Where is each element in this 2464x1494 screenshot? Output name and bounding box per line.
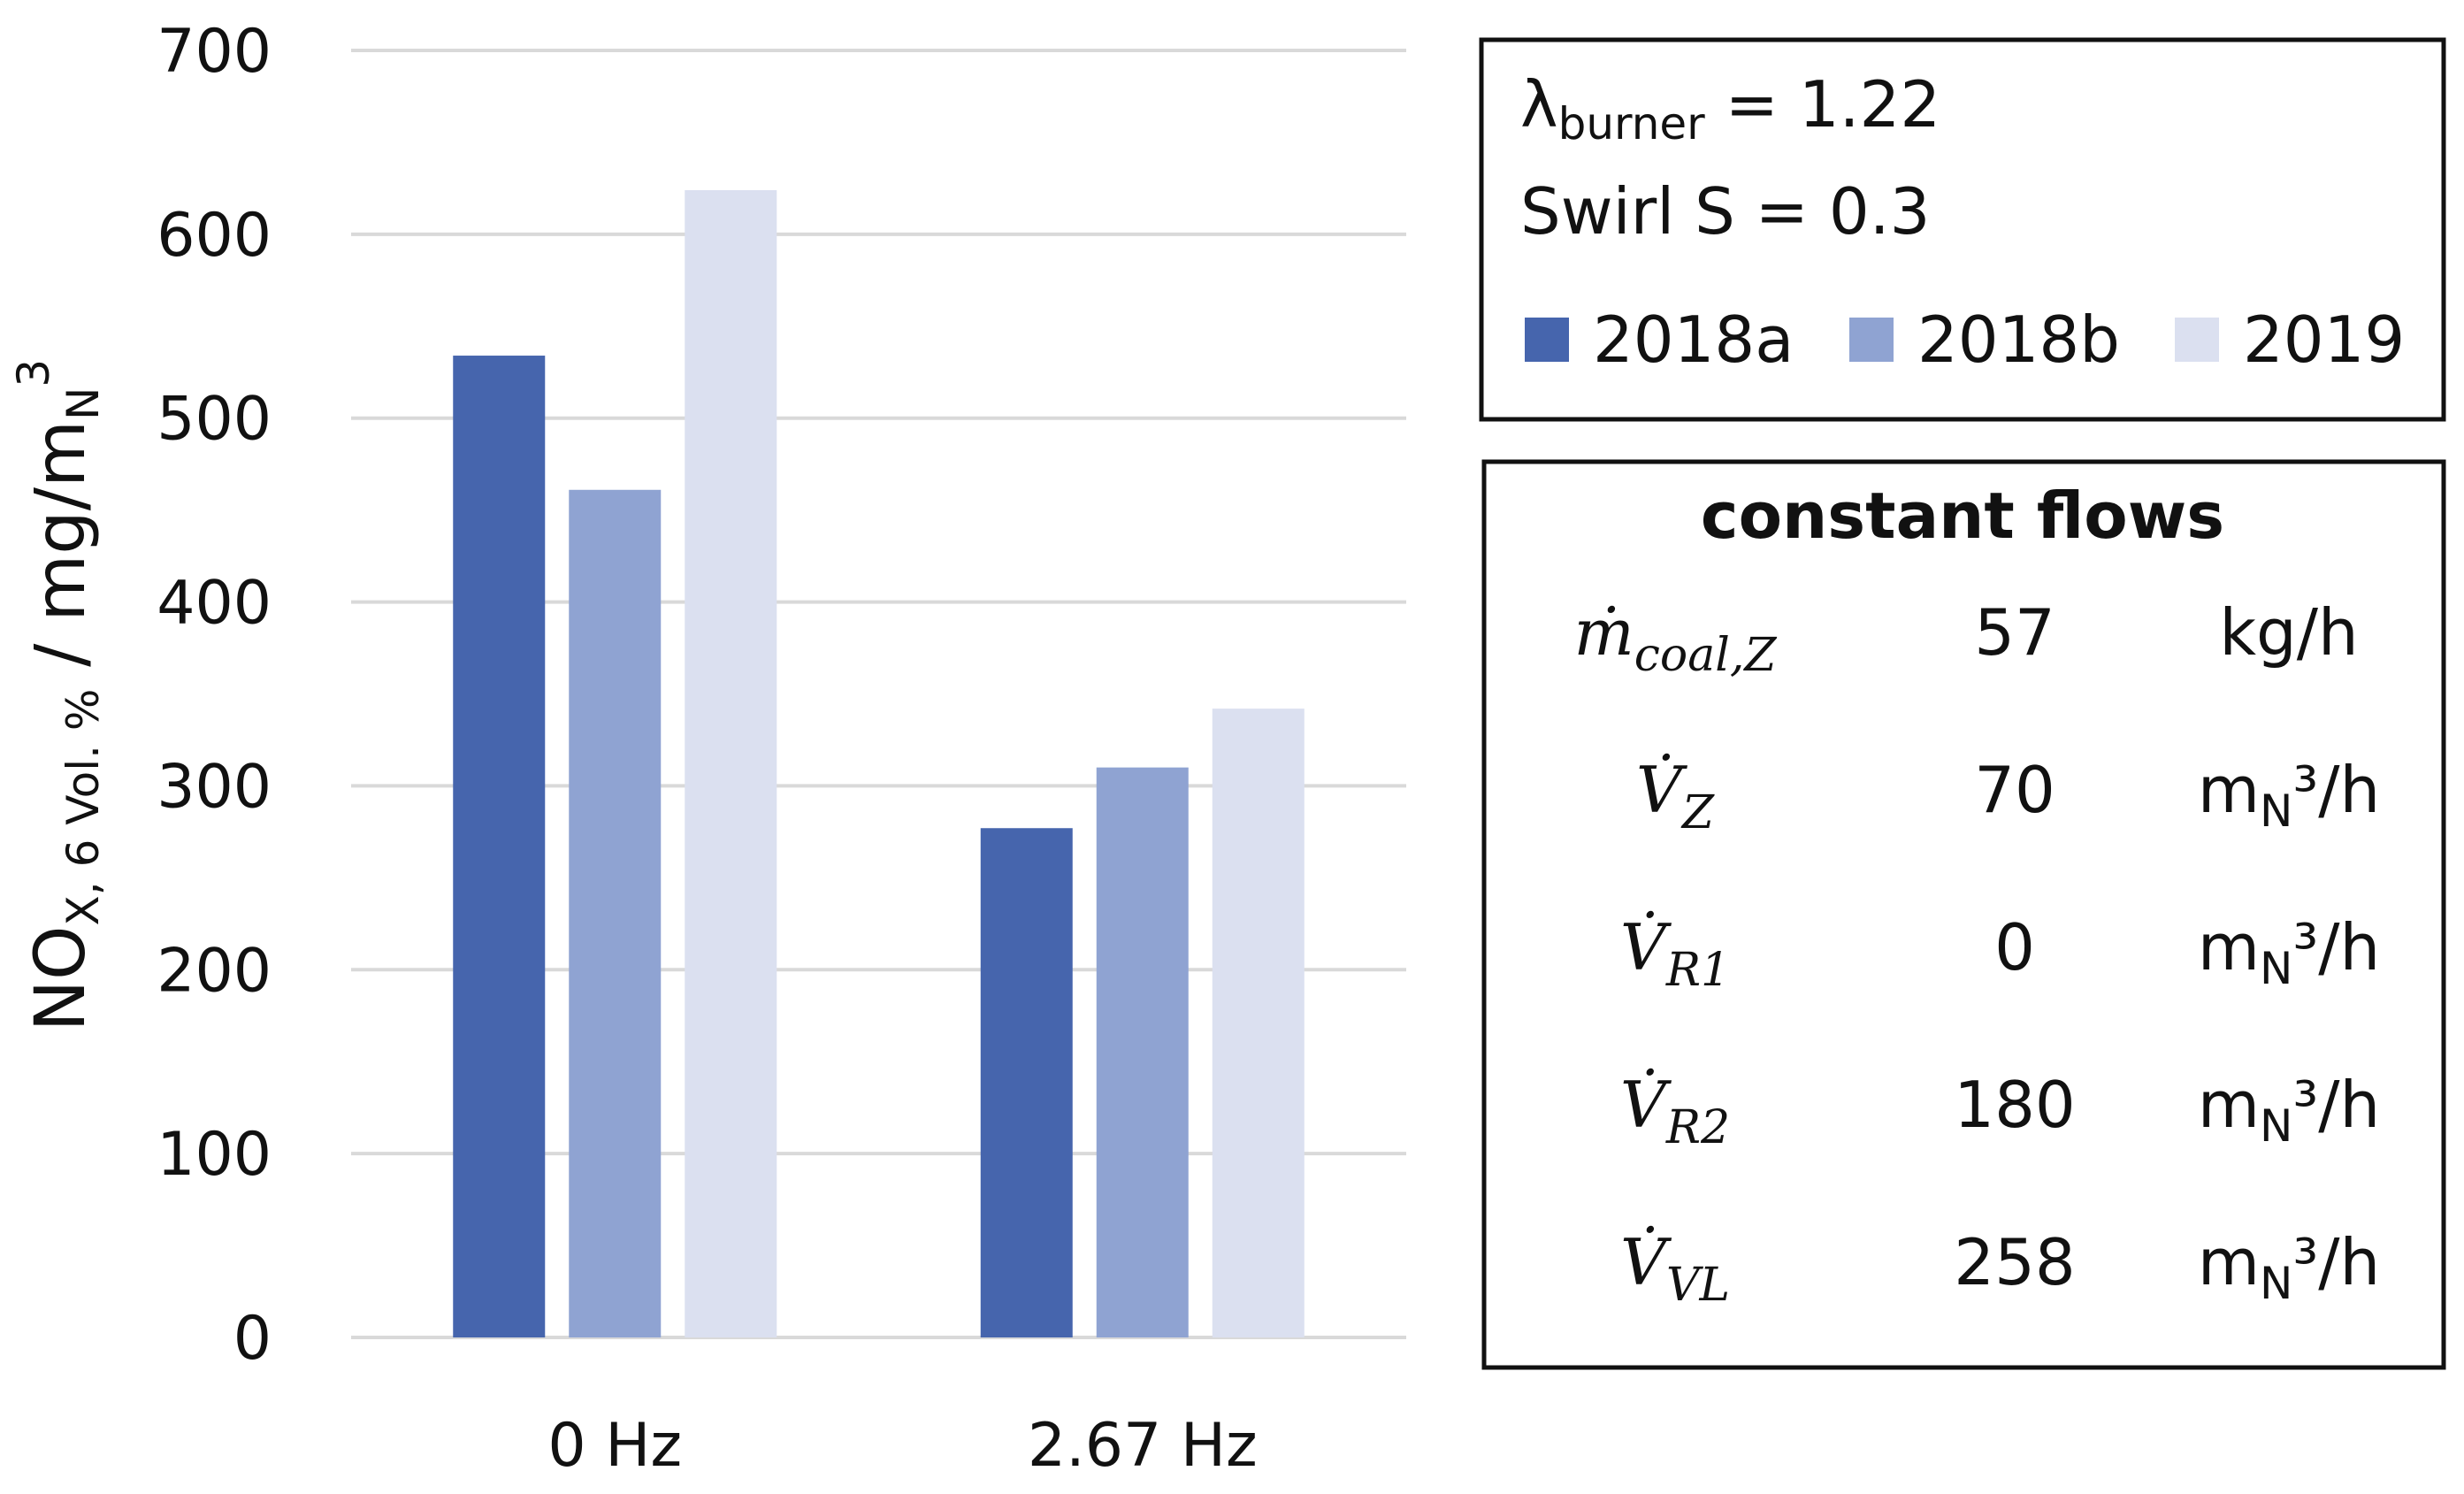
legend-swatch xyxy=(1849,318,1894,362)
x-tick-label: 2.67 Hz xyxy=(1028,1411,1258,1481)
flow-unit: kg/h xyxy=(2219,595,2358,670)
unit-rest: ³/h xyxy=(2292,910,2380,985)
unit-main: m xyxy=(2198,1068,2260,1142)
y-tick-label: 0 xyxy=(233,1304,272,1374)
ylabel-sub: X, 6 Vol. % xyxy=(57,689,109,926)
flow-value: 180 xyxy=(1954,1068,2075,1142)
lambda-rest: = 1.22 xyxy=(1705,67,1940,142)
lambda-text: λburner = 1.22 xyxy=(1520,67,1940,149)
ylabel-unit: / mg/m xyxy=(21,420,101,689)
lambda-sub: burner xyxy=(1558,98,1706,149)
flow-symbol: ṁcoal,Z xyxy=(1573,595,1777,682)
bar xyxy=(453,356,546,1337)
y-tick-label: 400 xyxy=(157,569,272,639)
unit-main: m xyxy=(2198,753,2260,827)
symbol-sub: R1 xyxy=(1665,944,1730,997)
legend-label: 2018a xyxy=(1593,303,1794,377)
flow-value: 0 xyxy=(1994,910,2035,985)
flow-value: 70 xyxy=(1974,753,2055,827)
bar xyxy=(1212,709,1305,1337)
unit-rest: ³/h xyxy=(2292,1225,2380,1299)
flow-unit: mN³/h xyxy=(2198,1225,2380,1309)
y-tick-label: 300 xyxy=(157,752,272,822)
y-axis-label: NOX, 6 Vol. % / mg/mN3 xyxy=(8,359,109,1031)
x-tick-label: 0 Hz xyxy=(547,1411,682,1481)
y-tick-label: 500 xyxy=(157,385,272,455)
symbol-sub: Z xyxy=(1680,786,1715,839)
flow-value: 258 xyxy=(1954,1225,2075,1299)
flow-unit: mN³/h xyxy=(2198,910,2380,994)
unit-sub: N xyxy=(2260,785,2292,837)
symbol-base: V̇ xyxy=(1620,1224,1672,1299)
legend-label: 2018b xyxy=(1917,303,2120,377)
ylabel-main: NO xyxy=(21,925,101,1031)
unit-sub: N xyxy=(2260,1100,2292,1152)
y-tick-label: 100 xyxy=(157,1120,272,1190)
y-tick-label: 700 xyxy=(157,17,272,87)
swirl-text: Swirl S = 0.3 xyxy=(1520,174,1930,249)
symbol-sub: VL xyxy=(1666,1259,1730,1312)
flow-symbol: V̇R2 xyxy=(1620,1067,1730,1154)
table-title: constant flows xyxy=(1701,479,2224,553)
flow-symbol: V̇Z xyxy=(1636,752,1715,839)
bar xyxy=(569,489,662,1337)
flow-unit: mN³/h xyxy=(2198,753,2380,837)
unit-main: m xyxy=(2198,910,2260,985)
flow-symbol: V̇R1 xyxy=(1620,909,1730,997)
symbol-sub: R2 xyxy=(1665,1101,1730,1154)
unit-rest: ³/h xyxy=(2292,1068,2380,1142)
y-tick-label: 200 xyxy=(157,936,272,1006)
symbol-sub: coal,Z xyxy=(1634,629,1778,682)
flow-table-box xyxy=(1481,459,2446,1370)
flow-unit: mN³/h xyxy=(2198,1068,2380,1152)
symbol-base: ṁ xyxy=(1573,595,1634,670)
unit-main: kg/h xyxy=(2219,595,2358,670)
unit-rest: ³/h xyxy=(2292,753,2380,827)
lambda-symbol: λ xyxy=(1520,67,1558,142)
legend-swatch xyxy=(1525,318,1569,362)
unit-main: m xyxy=(2198,1225,2260,1299)
legend-swatch xyxy=(2175,318,2219,362)
bar xyxy=(685,189,777,1337)
ylabel-unit-sup: 3 xyxy=(8,359,59,387)
symbol-base: V̇ xyxy=(1620,909,1672,985)
symbol-base: V̇ xyxy=(1636,752,1688,827)
info-box xyxy=(1479,37,2446,422)
legend-label: 2019 xyxy=(2243,303,2405,377)
unit-sub: N xyxy=(2260,943,2292,994)
bar xyxy=(1096,767,1189,1337)
flow-symbol: V̇VL xyxy=(1620,1224,1730,1312)
bar xyxy=(980,828,1073,1337)
ylabel-unit-sub: N xyxy=(57,387,109,420)
y-tick-label: 600 xyxy=(157,201,272,271)
symbol-base: V̇ xyxy=(1620,1067,1672,1142)
flow-value: 57 xyxy=(1974,595,2055,670)
unit-sub: N xyxy=(2260,1258,2292,1309)
